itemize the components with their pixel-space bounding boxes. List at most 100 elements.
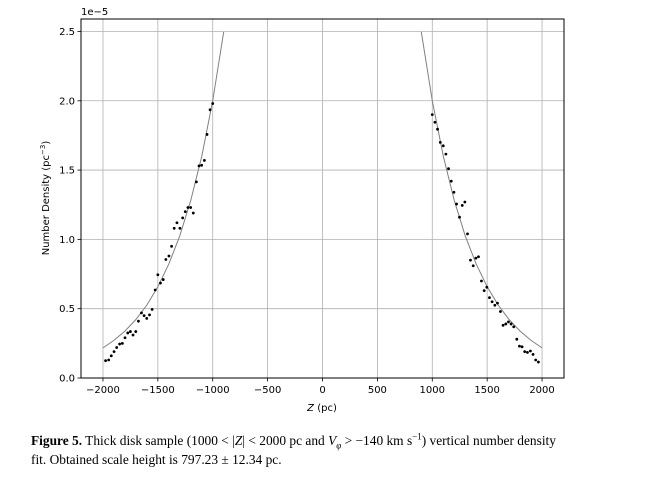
data-point (477, 255, 480, 259)
data-point (480, 279, 483, 283)
data-point (529, 349, 532, 353)
data-point (128, 330, 132, 333)
data-point (518, 344, 521, 348)
figure-label: Figure 5. (31, 433, 83, 448)
data-point (104, 359, 107, 363)
data-point (186, 206, 190, 209)
data-point (458, 215, 461, 219)
data-point (118, 342, 122, 346)
data-point (488, 296, 491, 300)
x-axis-label: Z (pc) (306, 403, 337, 414)
data-point (537, 360, 540, 364)
data-point (145, 316, 149, 320)
x-tick-label: −2000 (86, 385, 120, 396)
data-point (531, 353, 535, 356)
data-point (112, 350, 116, 354)
data-point (509, 322, 513, 326)
data-point (463, 200, 467, 204)
data-point (170, 244, 173, 248)
data-point (449, 179, 453, 183)
data-point (161, 278, 165, 281)
x-tick-label: −1500 (141, 385, 175, 396)
data-point (109, 354, 113, 358)
figure-caption: Figure 5. Thick disk sample (1000 < |Z| … (31, 431, 667, 469)
data-point (493, 303, 497, 307)
data-point (496, 301, 499, 305)
data-point (189, 206, 193, 209)
data-point (115, 346, 119, 349)
data-point (153, 288, 157, 292)
data-point (455, 202, 458, 206)
data-point (156, 273, 160, 277)
x-tick-label: 2000 (529, 385, 554, 396)
grid (81, 19, 564, 379)
x-tick-label: 1000 (420, 385, 445, 396)
caption-text: ) vertical number density (421, 433, 556, 448)
y-tick-label: 1.5 (59, 166, 75, 177)
fit-curve-negative (102, 31, 225, 349)
data-point (137, 319, 140, 323)
data-point (482, 289, 486, 293)
data-point (452, 190, 456, 194)
data-point (444, 152, 448, 156)
data-point (211, 102, 215, 105)
data-point (150, 307, 154, 311)
x-tick-label: 1500 (474, 385, 499, 396)
data-point (474, 256, 478, 260)
data-point (175, 221, 179, 225)
y-tick-label: 2.0 (59, 96, 75, 107)
data-point (507, 320, 510, 324)
data-point (534, 358, 538, 362)
y-tick-label: 0.0 (59, 374, 75, 385)
data-point (167, 254, 171, 258)
data-point (208, 108, 212, 112)
data-point (436, 127, 439, 131)
x-tick-label: 500 (368, 385, 387, 396)
data-point (178, 226, 182, 230)
data-point (469, 258, 472, 262)
data-point (441, 144, 445, 148)
data-point (107, 358, 111, 362)
ticks: −2000 −1500 −1000 −500 0 500 1000 1500 2000 0.0 0.… (59, 27, 555, 396)
x-tick-label: −500 (254, 385, 281, 396)
caption-exp: −1 (412, 431, 422, 442)
caption-phi: φ (336, 440, 342, 451)
data-points (104, 102, 540, 364)
data-point (460, 204, 464, 207)
y-tick-label: 2.5 (59, 27, 75, 38)
data-point (490, 300, 494, 304)
caption-v: V (328, 433, 337, 448)
data-point (202, 158, 206, 162)
data-point (194, 180, 198, 184)
data-point (181, 216, 185, 220)
caption-text: | < 2000 pc and (242, 433, 329, 448)
data-point (501, 323, 505, 327)
data-point (142, 314, 146, 318)
data-point (131, 333, 135, 337)
caption-z: Z (234, 433, 243, 448)
offset-label: 1e−5 (81, 7, 108, 18)
data-point (466, 232, 469, 236)
caption-text: Thick disk sample (1000 < | (82, 433, 235, 448)
data-point (515, 337, 519, 341)
fit-curves (102, 31, 543, 349)
data-point (164, 258, 168, 261)
data-point (438, 140, 442, 144)
data-point (430, 113, 434, 117)
data-point (197, 164, 201, 168)
data-point (523, 350, 527, 354)
data-point (140, 311, 143, 315)
data-point (471, 264, 475, 268)
data-point (499, 310, 502, 313)
y-tick-label: 1.0 (59, 235, 75, 246)
caption-line2: fit. Obtained scale height is 797.23 ± 1… (31, 452, 282, 467)
data-point (191, 211, 195, 215)
data-point (172, 226, 176, 230)
caption-text: > −140 km s (341, 433, 413, 448)
data-point (159, 281, 162, 285)
data-point (504, 322, 508, 326)
data-point (200, 163, 204, 167)
x-tick-label: −1000 (196, 385, 230, 396)
data-point (520, 345, 524, 349)
